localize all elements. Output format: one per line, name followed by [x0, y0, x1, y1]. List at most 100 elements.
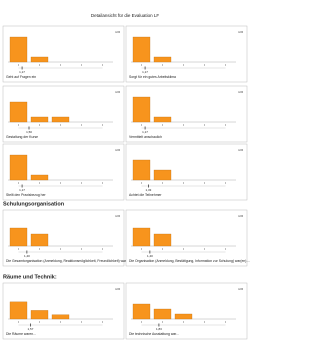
- bar: [51, 314, 70, 320]
- scale-dot: [39, 182, 40, 184]
- panel-caption: Gestaltung der Kurse: [6, 135, 38, 139]
- bar: [30, 233, 49, 247]
- scale-dot: [60, 248, 61, 250]
- scale-dot: [183, 182, 184, 184]
- bar: [9, 227, 28, 247]
- scale-dot: [60, 321, 61, 323]
- scale-dot: [204, 182, 205, 184]
- scale-dot: [39, 248, 40, 250]
- scale-dot: [18, 182, 19, 184]
- scale-dot: [204, 248, 205, 250]
- panel-caption: Vermittelt anschaulich: [129, 135, 162, 139]
- n-label: n=6: [238, 287, 243, 291]
- scale-dot: [60, 124, 61, 126]
- scale-dot: [39, 124, 40, 126]
- scale-dot: [162, 124, 163, 126]
- bar: [132, 159, 151, 181]
- scale-dot: [81, 124, 82, 126]
- section-heading: Schulungsorganisation: [3, 201, 65, 207]
- mean-label: 1,57: [28, 327, 34, 331]
- panel-caption: Die technische Ausstattung war...: [129, 332, 179, 336]
- scale-dot: [81, 64, 82, 66]
- n-label: n=6: [238, 90, 243, 94]
- section-heading: Räume und Technik:: [3, 274, 57, 280]
- bar: [132, 227, 151, 247]
- bar: [153, 308, 172, 320]
- scale-dot: [162, 248, 163, 250]
- scale-dot: [225, 248, 226, 250]
- bar: [9, 36, 28, 63]
- n-label: n=6: [238, 214, 243, 218]
- mean-label: 1,17: [142, 70, 148, 74]
- panel-caption: Die Organisation (Anmeldung, Bestätigung…: [129, 259, 250, 263]
- mean-label: 1,33: [146, 188, 152, 192]
- panel-caption: Die Räume waren...: [6, 332, 36, 336]
- scale-dot: [60, 182, 61, 184]
- n-label: n=6: [115, 90, 120, 94]
- scale-dot: [39, 321, 40, 323]
- page: {"title": "Detailansicht für die Evaluat…: [2, 13, 250, 340]
- n-label: n=6: [115, 30, 120, 34]
- scale-dot: [183, 64, 184, 66]
- panel-caption: Geht auf Fragen ein: [6, 75, 36, 79]
- n-label: n=6: [115, 148, 120, 152]
- bar: [9, 154, 28, 181]
- bar: [30, 56, 49, 63]
- panel-caption: Stellt den Praxisbezug her: [6, 193, 46, 197]
- bar: [132, 303, 151, 320]
- scale-dot: [102, 321, 103, 323]
- mean-label: 1,17: [19, 188, 25, 192]
- report: Detailansicht für die Evaluation LF Schu…: [2, 13, 250, 340]
- scale-dot: [141, 124, 142, 126]
- n-label: n=6: [238, 30, 243, 34]
- scale-dot: [204, 321, 205, 323]
- mean-label: 1,83: [156, 327, 162, 331]
- scale-dot: [204, 124, 205, 126]
- scale-dot: [18, 124, 19, 126]
- panel-caption: Sorgt für ein gutes Arbeitsklima: [129, 75, 176, 79]
- mean-label: 1,40: [24, 254, 30, 258]
- scale-dot: [162, 182, 163, 184]
- scale-dot: [141, 321, 142, 323]
- scale-dot: [102, 124, 103, 126]
- bar: [30, 174, 49, 181]
- panel-caption: Die Gesamtorganisation (Anmeldung, Reakt…: [6, 259, 133, 263]
- scale-dot: [162, 64, 163, 66]
- bar: [174, 313, 193, 320]
- scale-dot: [81, 321, 82, 323]
- mean-label: 1,50: [26, 130, 32, 134]
- scale-dot: [183, 248, 184, 250]
- scale-dot: [81, 248, 82, 250]
- bar: [132, 36, 151, 63]
- bar: [132, 96, 151, 123]
- bar: [153, 56, 172, 63]
- bar: [9, 301, 28, 320]
- bar: [153, 169, 172, 181]
- bar: [153, 116, 172, 123]
- scale-dot: [141, 182, 142, 184]
- scale-dot: [183, 321, 184, 323]
- mean-label: 1,17: [19, 70, 25, 74]
- scale-dot: [162, 321, 163, 323]
- n-label: n=6: [115, 287, 120, 291]
- scale-dot: [18, 64, 19, 66]
- scale-dot: [81, 182, 82, 184]
- scale-dot: [141, 248, 142, 250]
- mean-label: 1,40: [147, 254, 153, 258]
- scale-dot: [183, 124, 184, 126]
- scale-dot: [102, 64, 103, 66]
- scale-dot: [141, 64, 142, 66]
- report-title: Detailansicht für die Evaluation LF: [91, 13, 160, 18]
- bar: [51, 116, 70, 123]
- bar: [9, 101, 28, 123]
- n-label: n=6: [115, 214, 120, 218]
- scale-dot: [39, 64, 40, 66]
- scale-dot: [60, 64, 61, 66]
- scale-dot: [225, 321, 226, 323]
- bar: [153, 233, 172, 247]
- scale-dot: [225, 124, 226, 126]
- mean-label: 1,17: [142, 130, 148, 134]
- scale-dot: [225, 182, 226, 184]
- n-label: n=6: [238, 148, 243, 152]
- scale-dot: [225, 64, 226, 66]
